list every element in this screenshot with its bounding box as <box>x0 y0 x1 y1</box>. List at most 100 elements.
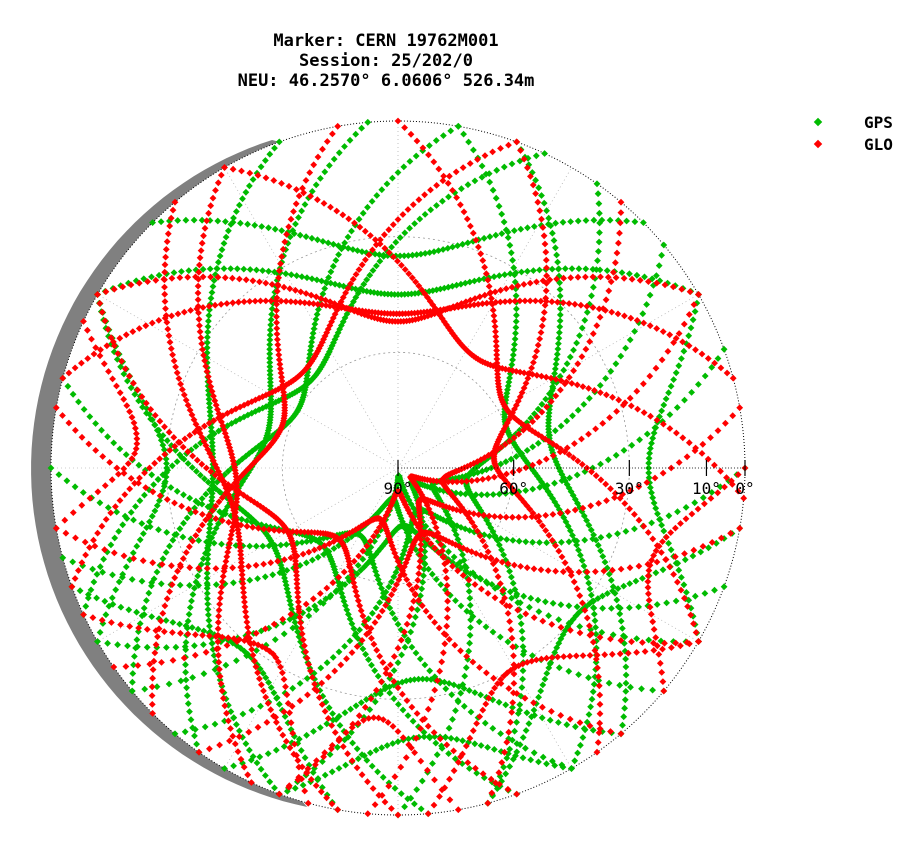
gps-track-point <box>433 202 440 209</box>
gps-track-point <box>556 323 564 331</box>
gps-track-point <box>348 227 355 235</box>
gps-track-point <box>186 708 193 715</box>
gps-track-point <box>307 347 314 354</box>
gps-track-point <box>346 136 354 144</box>
chart-subtitle-session: Session: 25/202/0 <box>299 51 473 71</box>
gps-track-point <box>643 430 651 438</box>
elevation-tick-label-0: 0° <box>735 479 754 498</box>
gps-track-point <box>532 152 540 160</box>
gps-track-point <box>218 246 226 254</box>
gps-track-point <box>266 326 274 334</box>
gps-track-point <box>383 180 391 188</box>
gps-track-point <box>534 439 542 447</box>
elevation-tick-label-10: 10° <box>692 479 721 498</box>
gps-track-point <box>369 267 377 274</box>
gps-track-point <box>720 345 728 353</box>
gps-track-point <box>184 617 192 625</box>
gps-track-point <box>394 169 402 176</box>
gps-track-point <box>266 331 274 339</box>
gps-track-point <box>206 622 213 630</box>
gps-track-point <box>183 684 190 692</box>
gps-track-point <box>208 497 216 505</box>
gps-track-point <box>301 201 309 208</box>
gps-track-point <box>400 163 408 171</box>
gps-track-point <box>553 251 560 259</box>
gps-track-point <box>447 127 455 135</box>
gps-track-point <box>549 229 556 237</box>
gps-track-point <box>465 581 472 589</box>
gps-track-point <box>506 567 513 575</box>
gps-track-point <box>660 241 668 249</box>
gps-track-point <box>557 422 565 430</box>
gps-track-point <box>543 207 550 215</box>
gps-track-point <box>96 563 104 571</box>
gps-track-point <box>210 277 218 284</box>
gps-track-point <box>506 241 514 249</box>
gps-track-point <box>454 122 462 130</box>
gps-track-point <box>500 163 508 171</box>
gps-track-point <box>257 163 265 171</box>
gps-track-point <box>325 274 332 281</box>
gps-track-point <box>344 233 352 241</box>
gps-track-point <box>465 647 473 655</box>
gps-track-point <box>204 333 211 341</box>
gps-track-point <box>84 594 92 602</box>
gps-track-point <box>262 157 269 164</box>
gps-track-point <box>604 456 612 464</box>
gps-track-point <box>208 534 216 542</box>
gps-track-point <box>129 670 137 677</box>
gps-track-point <box>173 458 181 465</box>
gps-track-point <box>538 192 545 199</box>
gps-track-point <box>500 218 508 226</box>
gps-track-point <box>466 639 473 647</box>
gps-track-point <box>500 551 507 559</box>
gps-track-point <box>203 590 211 597</box>
gps-track-point <box>202 549 209 557</box>
gps-track-point <box>545 214 553 222</box>
gps-track-point <box>335 251 342 258</box>
gps-track-point <box>168 462 176 470</box>
gps-track-point <box>209 283 217 290</box>
gps-track-point <box>401 229 409 237</box>
gps-track-point <box>464 181 472 189</box>
gps-track-point <box>617 352 625 360</box>
gps-track-point <box>458 185 465 193</box>
gps-track-point <box>553 350 561 358</box>
gps-track-point <box>673 404 681 411</box>
gps-track-point <box>418 777 426 785</box>
gps-track-point <box>352 130 360 138</box>
gps-track-point <box>392 238 400 246</box>
gps-track-point <box>556 279 563 287</box>
gps-track-point <box>208 493 216 501</box>
gps-track-point <box>206 486 213 494</box>
gps-track-point <box>426 142 433 149</box>
gps-track-point <box>445 724 453 732</box>
gps-track-point <box>267 382 274 390</box>
gps-track-point <box>498 546 505 554</box>
gps-track-point <box>462 664 470 672</box>
legend-label-gps: GPS <box>864 113 893 132</box>
gps-track-point <box>583 308 591 316</box>
gps-track-point <box>551 370 558 377</box>
gps-track-point <box>489 186 497 194</box>
gps-track-point <box>135 628 142 635</box>
gps-track-point <box>311 320 319 328</box>
gps-track-point <box>90 578 98 586</box>
gps-track-point <box>266 354 274 362</box>
gps-track-point <box>107 541 115 549</box>
gps-track-point <box>266 367 274 375</box>
gps-track-point <box>389 174 396 182</box>
gps-track-point <box>183 692 191 700</box>
gps-track-point <box>563 417 571 425</box>
gps-track-point <box>495 202 503 210</box>
gps-track-point <box>465 138 472 146</box>
legend-label-glo: GLO <box>864 135 893 154</box>
gps-track-point <box>246 182 253 190</box>
gps-track-point <box>100 555 107 563</box>
gps-track-point <box>307 342 315 350</box>
gps-track-point <box>467 624 474 631</box>
gps-track-point <box>639 310 647 318</box>
gps-track-point <box>93 570 101 578</box>
gps-track-point <box>266 375 274 382</box>
gps-track-point <box>205 391 213 399</box>
